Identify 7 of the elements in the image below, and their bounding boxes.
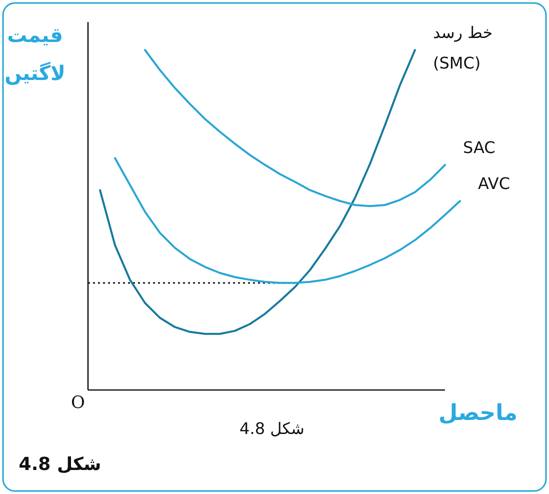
y-axis-title: قیمت لاگتیں (4, 23, 66, 85)
text: شکل 4.8 (240, 419, 304, 438)
series-label: AVC (478, 174, 510, 193)
text: شکل 4.8 (18, 454, 102, 475)
x-axis-title: ماحصل (438, 401, 518, 426)
series-label: SAC (463, 138, 496, 157)
text: O (71, 393, 85, 413)
